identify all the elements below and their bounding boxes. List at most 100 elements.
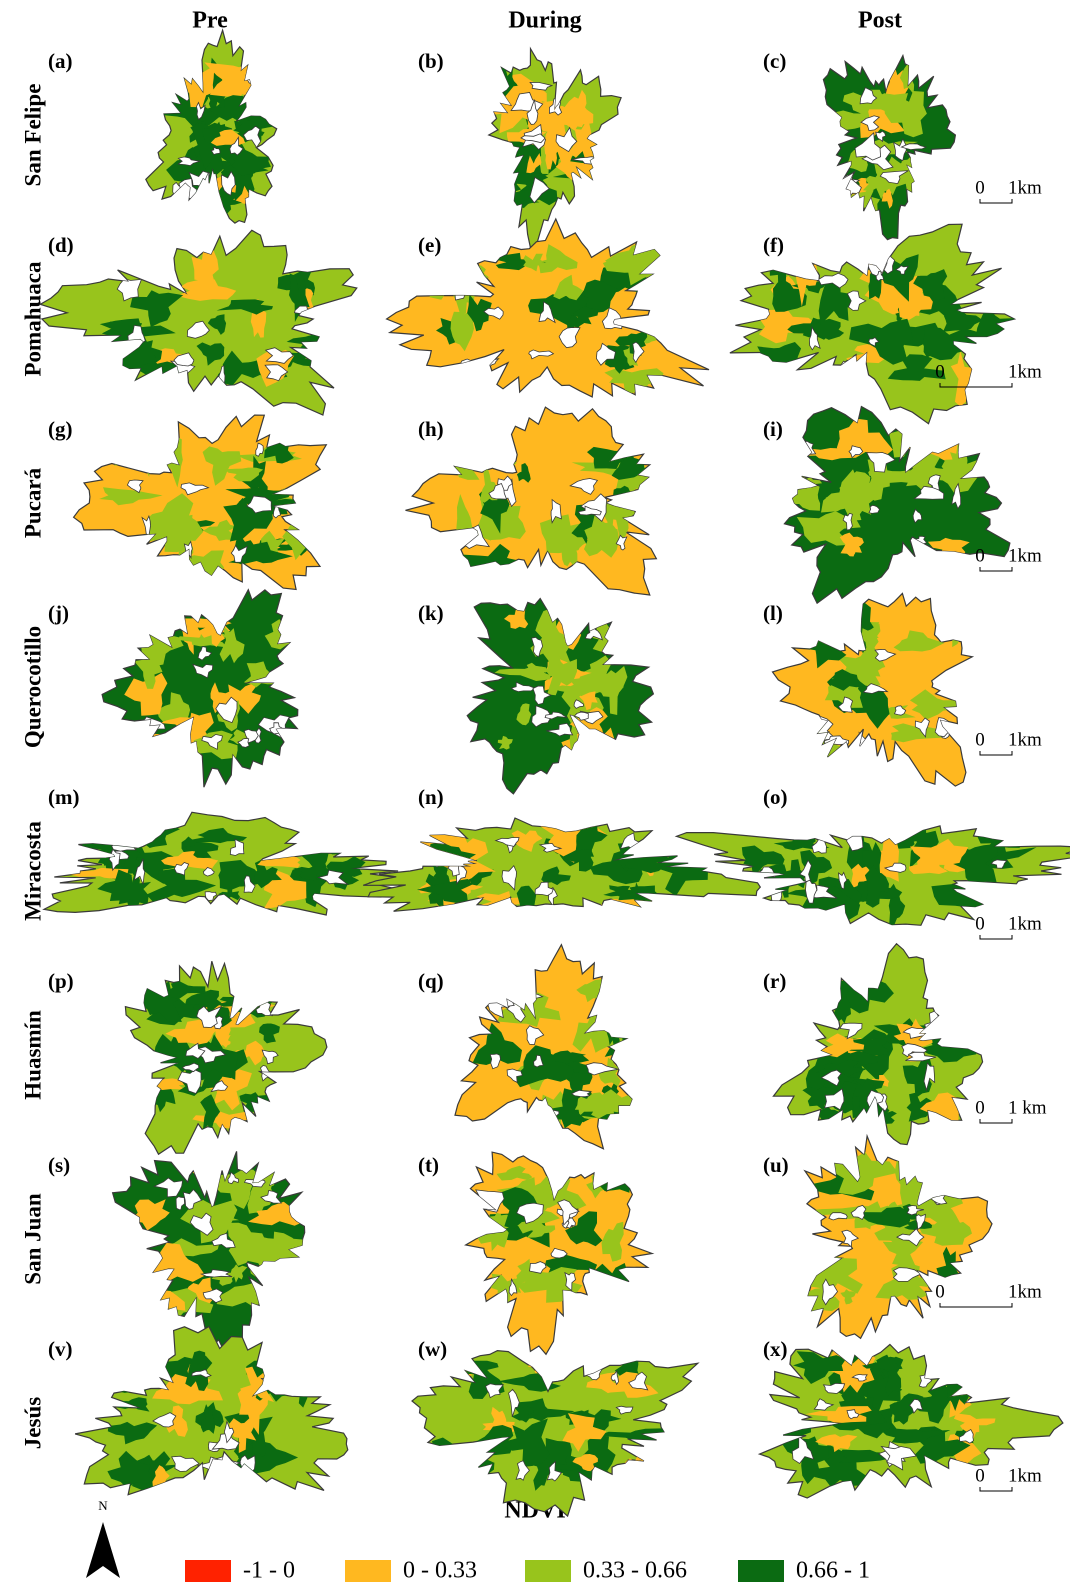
panel-letter: (g) [48,417,73,441]
row-label-group: San Juan [20,1193,45,1285]
row-label: Querocotillo [20,626,45,748]
panel-letter: (j) [48,601,69,625]
map-hole [634,1461,644,1470]
ndvi-map [477,49,624,248]
row-label: Miracosta [20,821,45,921]
ndvi-map [784,407,1010,604]
map-patch [598,1149,631,1193]
scale-bar [980,1487,1012,1491]
legend-label: 0 - 0.33 [403,1558,477,1584]
scale-bar [980,1119,1012,1123]
panel-letter: (i) [763,417,783,441]
map-patch [827,244,876,265]
scale-zero: 0 [935,361,945,382]
scale-zero: 0 [975,729,985,750]
ndvi-map [677,820,1070,929]
ndvi-map [74,415,327,589]
row-label-group: Querocotillo [20,626,45,748]
column-header: Post [858,8,902,34]
ndvi-map [455,945,648,1149]
ndvi-map [412,1345,698,1516]
row-label-group: Huasmín [20,1010,45,1100]
ndvi-map [773,944,982,1145]
panel-letter: (r) [763,969,786,993]
panel-letter: (a) [48,49,73,73]
scale-unit: 1km [1008,361,1042,382]
scale-zero: 0 [975,913,985,934]
panel-letter: (w) [418,1337,447,1361]
map-patch [889,419,931,458]
figure: NDVI N PreDuringPostSan Felipe(a)(b)(c)0… [0,0,1070,1592]
row-label: Jesús [20,1397,45,1449]
scale-unit: 1km [1008,1281,1042,1302]
ndvi-map [146,30,291,223]
map-patch [105,1366,141,1393]
panel-letter: (v) [48,1337,73,1361]
ndvi-map [44,812,413,917]
row-label: San Juan [20,1193,45,1285]
map-hole [575,712,589,720]
ndvi-map [823,56,955,240]
map-patch [429,255,470,300]
map-hole [432,857,444,867]
row-label-group: San Felipe [20,84,45,187]
ndvi-map [75,1327,348,1495]
panel-letter: (p) [48,969,74,993]
scale-bar [940,1303,1012,1307]
ndvi-map [124,961,327,1154]
map-patch [604,368,663,394]
scale-zero: 0 [975,1097,985,1118]
panel-letter: (c) [763,49,786,73]
map-patch [624,1466,672,1481]
panel-letter: (q) [418,969,444,993]
scale-bar [980,199,1012,203]
panel-letter: (t) [418,1153,439,1177]
panel-letter: (d) [48,233,74,257]
map-patch [189,191,242,205]
scale-bar [980,751,1012,755]
map-patch [312,819,341,855]
map-patch [976,306,1016,347]
panel-letter: (o) [763,785,788,809]
ndvi-map [102,590,308,788]
row-label-group: Miracosta [20,821,45,921]
scale-zero: 0 [935,1281,945,1302]
ndvi-map [406,407,664,595]
panel-letter: (m) [48,785,79,809]
scale-unit: 1km [1008,177,1042,198]
north-label: N [98,1498,108,1513]
panel-letter: (h) [418,417,444,441]
scale-zero: 0 [975,545,985,566]
scale-unit: 1 km [1008,1097,1047,1118]
ndvi-map [467,599,653,794]
map-hole [130,541,145,549]
panel-letter: (f) [763,233,784,257]
row-label: Huasmín [20,1010,45,1100]
scale-zero: 0 [975,177,985,198]
map-patch [116,731,173,759]
map-area [412,1351,698,1517]
legend-swatch [345,1560,391,1582]
map-hole [972,347,989,365]
scale-unit: 1km [1008,1465,1042,1486]
row-label-group: Pucará [20,467,45,538]
row-label-group: Jesús [20,1397,45,1449]
map-patch [112,340,157,382]
map-patch [117,1354,152,1377]
map-patch [114,452,149,466]
map-patches [477,62,624,222]
map-hole [495,454,511,467]
ndvi-map [363,815,760,927]
row-label: Pucará [20,467,45,538]
map-patch [789,483,820,511]
map-hole [160,265,171,278]
panel-letter: (s) [48,1153,70,1177]
map-hole [449,1459,468,1481]
scale-zero: 0 [975,1465,985,1486]
map-hole [155,438,172,452]
panel-letter: (u) [763,1153,789,1177]
column-header: During [508,8,581,34]
map-patch [252,982,310,999]
scale-unit: 1km [1008,729,1042,750]
legend-label: 0.33 - 0.66 [583,1558,687,1584]
